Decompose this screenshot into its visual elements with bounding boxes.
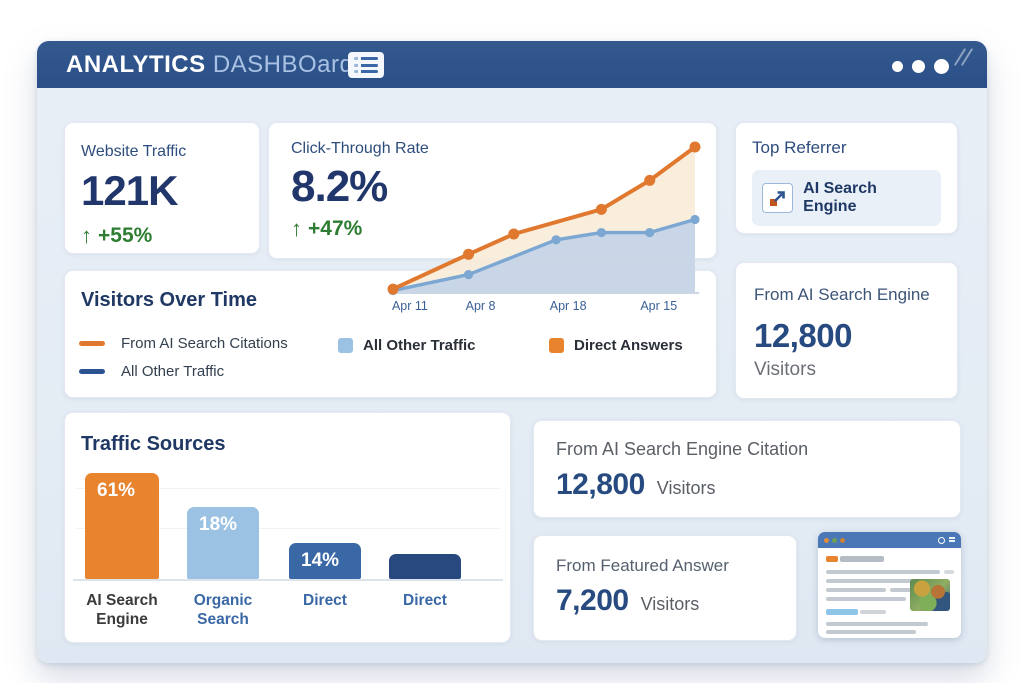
browser-dot — [832, 537, 837, 543]
card-from-featured-answer: From Featured Answer 7,200 Visitors — [533, 535, 797, 641]
card-visitors-over-time: Visitors Over Time From AI Search Citati… — [64, 270, 717, 398]
bar-direct: 14% — [289, 543, 361, 579]
text-line — [826, 630, 916, 634]
bar-value-label: 18% — [199, 514, 238, 535]
window-dot[interactable] — [934, 59, 949, 74]
page-title-primary: ANALYTICS — [66, 51, 206, 78]
up-arrow-icon: ↑ — [81, 223, 92, 248]
text-line — [840, 556, 884, 562]
citation-unit: Visitors — [656, 478, 716, 498]
bar-value-label: 14% — [301, 550, 340, 571]
text-line — [826, 579, 914, 583]
header-bar: ANALYTICS DASHBOard — [37, 41, 987, 88]
website-traffic-value: 121K — [81, 167, 178, 214]
citation-label: From AI Search Engine Citation — [556, 439, 809, 459]
from-ai-unit: Visitors — [754, 359, 816, 380]
legend-label: All Other Traffic — [121, 363, 225, 380]
window-dot[interactable] — [892, 61, 903, 72]
card-top-referrer: Top Referrer AI Search Engine — [735, 122, 958, 234]
card-click-through-rate: Click-Through Rate 8.2% ↑ +47% — [268, 122, 717, 259]
legend-item-direct-answers: Direct Answers — [549, 337, 683, 354]
card-from-ai-search-engine: From AI Search Engine 12,800 Visitors — [735, 262, 958, 399]
grid-icon — [949, 537, 955, 543]
card-from-ai-citation: From AI Search Engine Citation 12,800 Vi… — [533, 420, 961, 518]
legend-item-other-traffic-line: All Other Traffic — [79, 363, 224, 380]
article-photo — [910, 579, 950, 611]
external-link-icon — [762, 183, 794, 213]
bar-organic-search: 18% — [187, 507, 259, 579]
highlight-chip-blue — [826, 609, 858, 615]
page-title: ANALYTICS DASHBOard — [66, 51, 353, 79]
orange-line-swatch — [79, 341, 105, 346]
citation-value: 12,800 — [556, 468, 645, 501]
text-line — [860, 610, 886, 614]
featured-unit: Visitors — [640, 594, 700, 614]
bar-value-label: 61% — [97, 480, 136, 501]
top-referrer-pill: AI Search Engine — [752, 170, 941, 226]
browser-dot — [824, 537, 829, 543]
text-line — [826, 588, 886, 592]
bar-category-label: Direct — [403, 592, 447, 609]
card-website-traffic: Website Traffic 121K ↑ +55% — [64, 122, 260, 254]
orange-square-swatch — [549, 338, 564, 353]
browser-titlebar — [818, 532, 961, 548]
text-line — [944, 570, 954, 574]
legend-label: From AI Search Citations — [121, 335, 288, 352]
ctr-value: 8.2% — [291, 162, 388, 211]
decorative-slashes — [953, 47, 974, 69]
text-line — [826, 622, 928, 626]
website-traffic-delta: ↑ +55% — [81, 223, 243, 249]
top-referrer-label: Top Referrer — [752, 138, 847, 157]
legend-label: Direct Answers — [574, 337, 683, 354]
text-line — [890, 588, 914, 592]
dashboard-window: ANALYTICS DASHBOard Website Traffic 121K… — [37, 41, 987, 663]
from-ai-label: From AI Search Engine — [754, 285, 930, 304]
visitors-over-time-title: Visitors Over Time — [81, 289, 258, 311]
ctr-label: Click-Through Rate — [291, 140, 429, 157]
top-referrer-value: AI Search Engine — [803, 180, 877, 215]
browser-toolbar-icons — [938, 536, 955, 544]
traffic-sources-bar-chart: 61% 18% 14% — [73, 473, 503, 581]
lightblue-square-swatch — [338, 338, 353, 353]
bar-category-label: AI Search Engine — [86, 592, 158, 629]
bar-direct — [389, 554, 461, 579]
window-dot[interactable] — [912, 60, 925, 73]
legend-item-ai-citations: From AI Search Citations — [79, 335, 288, 352]
window-controls — [892, 59, 949, 74]
card-traffic-sources: Traffic Sources 61% 18% 14% AI Search Engi… — [64, 412, 511, 643]
gridline — [77, 527, 499, 529]
up-arrow-icon: ↑ — [291, 216, 302, 241]
from-ai-value: 12,800 — [754, 317, 852, 354]
highlight-chip — [826, 556, 838, 562]
bar-category-label: Direct — [303, 592, 347, 609]
featured-label: From Featured Answer — [556, 556, 729, 575]
website-traffic-delta-value: +55% — [98, 224, 153, 247]
text-line — [826, 597, 906, 601]
text-line — [826, 570, 940, 574]
navy-line-swatch — [79, 369, 105, 374]
bar-ai-search-engine: 61% — [85, 473, 159, 579]
list-icon[interactable] — [348, 52, 384, 78]
legend-label: All Other Traffic — [363, 337, 476, 354]
gridline — [77, 487, 499, 489]
page-title-secondary: DASHBOard — [212, 51, 354, 78]
traffic-sources-title: Traffic Sources — [81, 433, 226, 455]
website-traffic-label: Website Traffic — [81, 143, 187, 160]
browser-dot — [840, 537, 845, 543]
webpage-preview-thumbnail[interactable] — [818, 532, 961, 638]
bar-category-label: Organic Search — [193, 592, 253, 629]
legend-item-other-traffic-square: All Other Traffic — [338, 337, 476, 354]
ctr-delta-value: +47% — [308, 217, 363, 240]
featured-value: 7,200 — [556, 584, 629, 617]
circle-icon — [938, 536, 945, 544]
ctr-delta: ↑ +47% — [291, 216, 694, 242]
